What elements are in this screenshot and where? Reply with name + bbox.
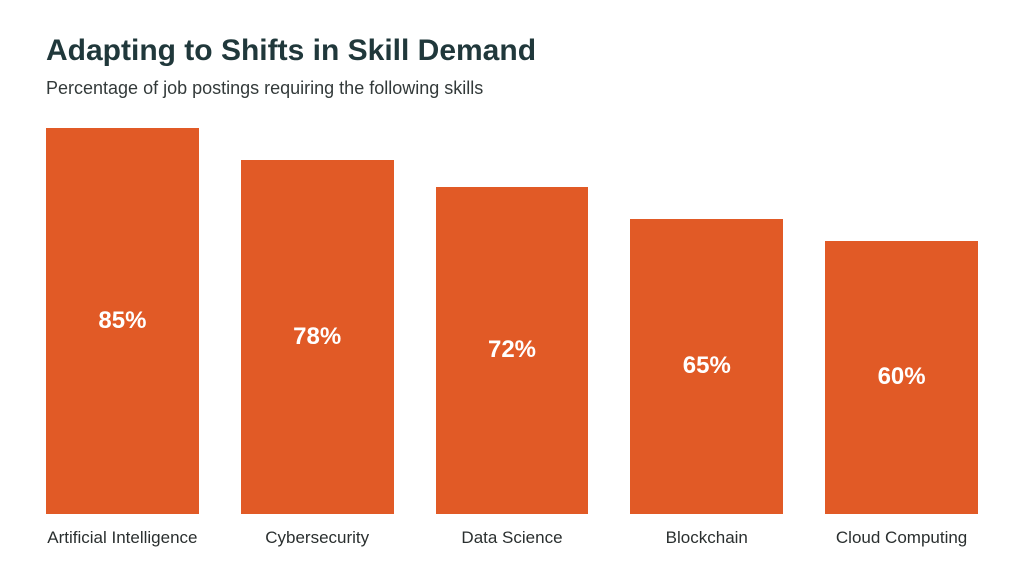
- axis-label: Data Science: [436, 528, 589, 548]
- chart-title: Adapting to Shifts in Skill Demand: [46, 34, 978, 69]
- bar: 72%: [436, 187, 589, 514]
- axis-label: Cybersecurity: [241, 528, 394, 548]
- bar-column: 60% Cloud Computing: [825, 128, 978, 548]
- bar: 85%: [46, 128, 199, 514]
- bar-value-label: 60%: [878, 363, 926, 391]
- chart-subtitle: Percentage of job postings requiring the…: [46, 77, 978, 100]
- bar-wrap: 60%: [825, 128, 978, 514]
- bar-value-label: 85%: [98, 307, 146, 335]
- bar-column: 72% Data Science: [436, 128, 589, 548]
- axis-label: Artificial Intelligence: [46, 528, 199, 548]
- bar-value-label: 65%: [683, 352, 731, 380]
- bar: 78%: [241, 160, 394, 514]
- axis-label: Blockchain: [630, 528, 783, 548]
- bar-wrap: 72%: [436, 128, 589, 514]
- bar: 60%: [825, 241, 978, 513]
- axis-label: Cloud Computing: [825, 528, 978, 548]
- bar-column: 65% Blockchain: [630, 128, 783, 548]
- bar-wrap: 65%: [630, 128, 783, 514]
- bar: 65%: [630, 219, 783, 514]
- bar-column: 78% Cybersecurity: [241, 128, 394, 548]
- bar-wrap: 78%: [241, 128, 394, 514]
- bar-wrap: 85%: [46, 128, 199, 514]
- bar-column: 85% Artificial Intelligence: [46, 128, 199, 548]
- bar-value-label: 78%: [293, 323, 341, 351]
- bar-value-label: 72%: [488, 336, 536, 364]
- bar-chart: 85% Artificial Intelligence 78% Cybersecuri…: [46, 128, 978, 548]
